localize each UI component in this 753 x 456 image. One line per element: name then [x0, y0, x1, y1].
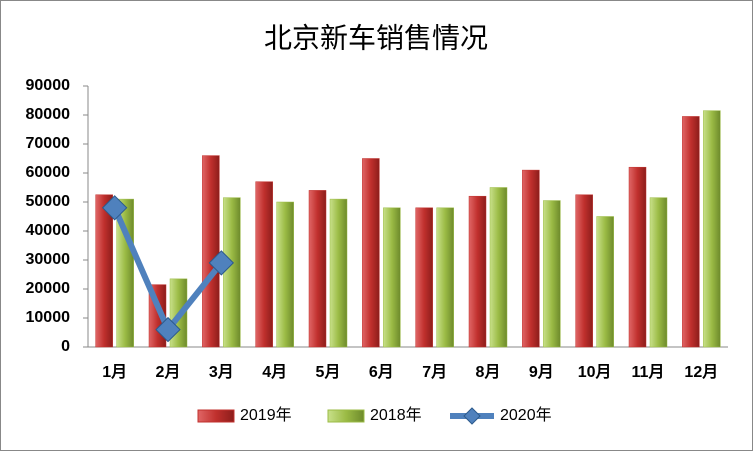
x-tick-label: 7月 [422, 363, 447, 381]
bar [223, 197, 241, 348]
bar [543, 200, 561, 348]
y-tick-label: 80000 [26, 106, 71, 123]
bar [383, 207, 401, 348]
x-tick-label: 2月 [156, 363, 181, 381]
y-tick-label: 40000 [26, 222, 71, 239]
bar [489, 187, 508, 348]
line-marker [155, 316, 181, 343]
legend-label: 2020年 [500, 406, 552, 424]
x-tick-label: 1月 [102, 363, 127, 381]
bar [682, 116, 700, 348]
bar [628, 166, 647, 348]
bar [522, 169, 540, 348]
legend-swatch [327, 409, 365, 423]
x-tick-label: 4月 [262, 363, 287, 381]
bar [362, 158, 380, 348]
bar [575, 194, 593, 348]
chart-title: 北京新车销售情况 [264, 22, 488, 53]
bar [436, 207, 454, 348]
y-tick-label: 60000 [26, 164, 71, 181]
bar [95, 194, 113, 348]
x-tick-label: 3月 [209, 363, 234, 381]
legend-marker [463, 407, 481, 425]
bar [329, 198, 348, 348]
bar [703, 110, 721, 348]
y-tick-label: 50000 [26, 193, 71, 210]
bar [596, 216, 614, 348]
legend-label: 2018年 [370, 406, 422, 424]
y-tick-label: 30000 [26, 251, 71, 268]
bar [649, 197, 668, 348]
x-tick-label: 11月 [632, 363, 665, 381]
y-tick-label: 0 [61, 338, 70, 355]
x-tick-label: 8月 [476, 363, 501, 381]
bar [202, 155, 220, 348]
bar [276, 201, 294, 348]
line-marker [101, 195, 128, 221]
x-tick-label: 10月 [578, 363, 612, 381]
bar [415, 207, 433, 348]
y-tick-label: 70000 [26, 135, 71, 152]
legend-label: 2019年 [240, 406, 292, 424]
bar [255, 181, 273, 348]
line-marker [208, 250, 235, 276]
x-tick-label: 9月 [529, 363, 554, 381]
bar [468, 195, 487, 348]
y-tick-label: 10000 [26, 309, 71, 326]
legend-swatch [197, 409, 235, 423]
y-tick-label: 90000 [26, 77, 71, 94]
x-tick-label: 5月 [316, 363, 341, 381]
bar [308, 190, 327, 348]
x-tick-label: 12月 [684, 363, 718, 381]
y-tick-label: 20000 [26, 280, 71, 297]
x-tick-label: 6月 [369, 363, 394, 381]
